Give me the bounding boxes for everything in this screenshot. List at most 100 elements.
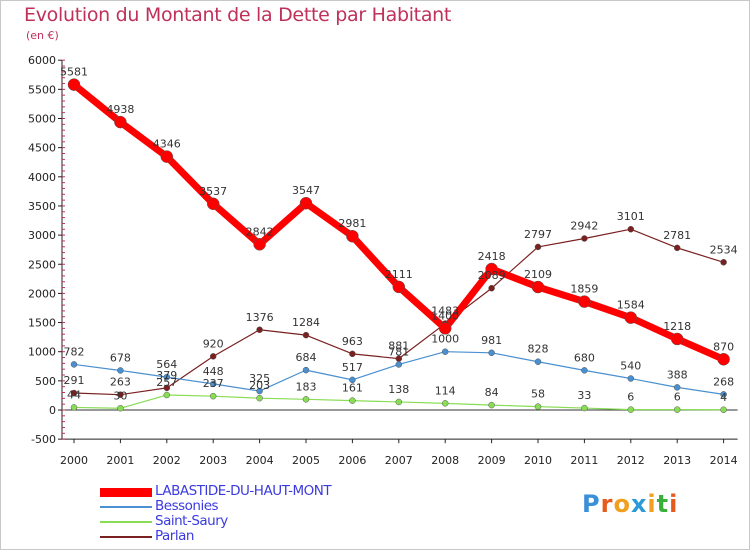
data-point — [206, 197, 220, 211]
data-point — [346, 229, 359, 243]
data-point — [299, 196, 313, 210]
data-label: 2418 — [478, 250, 506, 263]
series-points — [67, 78, 730, 414]
x-tick-label: 2009 — [478, 454, 506, 467]
y-tick-label: 4000 — [28, 171, 56, 184]
data-point — [720, 259, 727, 266]
data-point — [117, 391, 124, 398]
data-label: 1376 — [246, 311, 274, 324]
data-label: 870 — [713, 340, 734, 353]
legend-swatch — [100, 506, 152, 508]
data-label: 325 — [249, 372, 270, 385]
y-tick-label: 5500 — [28, 83, 56, 96]
data-label: 291 — [64, 374, 85, 387]
x-tick-label: 2003 — [199, 454, 227, 467]
x-tick-label: 2013 — [663, 454, 691, 467]
logo-letter: t — [656, 490, 670, 518]
y-tick-label: 500 — [35, 375, 56, 388]
data-point — [349, 350, 356, 358]
data-label: 680 — [574, 351, 595, 364]
x-tick-label: 2000 — [60, 454, 88, 467]
data-point — [531, 280, 545, 294]
data-point — [438, 322, 452, 335]
logo-letter: x — [630, 490, 648, 518]
legend-swatch — [100, 521, 152, 523]
data-point — [441, 400, 449, 407]
data-point — [673, 244, 681, 252]
data-point — [67, 78, 81, 91]
data-label: 2797 — [524, 228, 552, 241]
data-point — [256, 326, 263, 334]
data-labels: 5581 4938 4346 3537 2842 3547 2981 2111 1400 2418… — [60, 66, 738, 404]
data-point — [534, 243, 542, 251]
data-label: 1859 — [570, 283, 598, 296]
logo-letter: P — [582, 490, 601, 518]
data-point — [302, 396, 310, 403]
data-point — [256, 394, 263, 402]
data-point — [627, 406, 635, 413]
data-point — [163, 384, 171, 392]
data-label: 6 — [627, 391, 634, 404]
data-label: 3101 — [617, 210, 645, 223]
y-tick-label: 1000 — [28, 346, 56, 359]
legend-swatch — [100, 536, 152, 538]
data-point — [349, 376, 356, 384]
data-label: 678 — [110, 351, 131, 364]
data-label: 4938 — [106, 103, 134, 116]
data-point — [720, 406, 727, 414]
legend-label: Saint-Saury — [155, 513, 228, 529]
data-label: 981 — [481, 334, 502, 347]
data-label: 33 — [577, 389, 591, 402]
data-point — [441, 348, 449, 355]
data-label: 828 — [528, 343, 549, 356]
data-point — [673, 384, 681, 391]
data-point — [392, 280, 406, 294]
data-label: 782 — [64, 345, 85, 358]
x-tick-label: 2008 — [431, 454, 459, 467]
data-label: 2842 — [246, 225, 274, 238]
data-label: 58 — [531, 388, 545, 401]
data-label: 2781 — [663, 229, 691, 242]
data-label: 963 — [342, 335, 363, 348]
x-tick-label: 2004 — [246, 454, 274, 467]
x-tick-label: 2005 — [292, 454, 320, 467]
logo-letter: i — [647, 490, 657, 518]
data-label: 388 — [667, 368, 688, 381]
data-point — [534, 358, 542, 365]
data-label: 920 — [203, 337, 224, 350]
data-label: 379 — [156, 369, 177, 382]
data-label: 3547 — [292, 184, 320, 197]
data-point — [117, 367, 124, 374]
x-tick-label: 2002 — [153, 454, 181, 467]
y-tick-label: 4500 — [28, 142, 56, 155]
data-label: 2111 — [385, 268, 413, 281]
data-point — [534, 403, 542, 410]
data-point — [627, 375, 635, 382]
y-tick-label: 1500 — [28, 317, 56, 330]
data-label: 268 — [713, 375, 734, 388]
x-tick-label: 2014 — [710, 454, 738, 467]
data-point — [485, 262, 498, 276]
data-label: 84 — [485, 386, 499, 399]
data-label: 684 — [296, 351, 317, 364]
data-point — [488, 401, 495, 409]
data-label: 4346 — [153, 138, 181, 151]
data-label: 161 — [342, 382, 363, 395]
data-label: 30 — [113, 389, 127, 402]
x-tick-label: 2007 — [385, 454, 413, 467]
chart-title: Evolution du Montant de la Dette par Hab… — [24, 4, 452, 26]
data-label: 44 — [67, 388, 81, 401]
data-point — [581, 235, 588, 242]
data-point — [670, 332, 684, 346]
x-tick-label: 2010 — [524, 454, 552, 467]
x-tick-label: 2001 — [106, 454, 134, 467]
y-tick-label: 0 — [49, 404, 56, 417]
legend-label: Bessonies — [155, 498, 219, 514]
y-tick-label: 5000 — [28, 113, 56, 126]
data-point — [256, 387, 263, 395]
data-label: 781 — [388, 345, 409, 358]
data-label: 517 — [342, 361, 363, 374]
logo-letter: r — [600, 490, 614, 518]
data-point — [117, 405, 124, 412]
